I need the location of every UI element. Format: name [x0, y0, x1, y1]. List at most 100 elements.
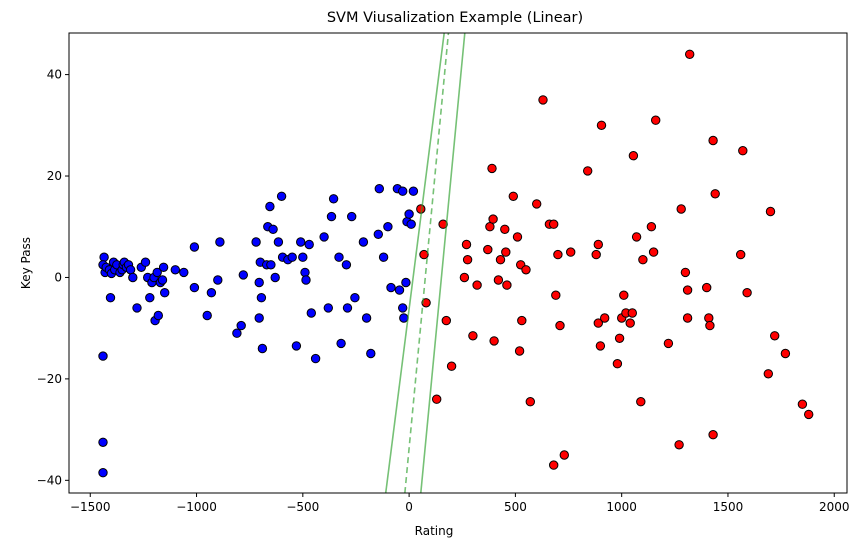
data-point-series-2-25 — [514, 346, 525, 356]
x-tick-label-7: 1500 — [713, 500, 744, 514]
data-point-series-2-68 — [702, 282, 712, 293]
data-point-series-2-80 — [780, 348, 791, 359]
data-point-series-1-47 — [251, 237, 261, 247]
data-point-series-2-57 — [638, 255, 648, 265]
data-point-series-1-60 — [276, 191, 287, 202]
y-tick-label-2: −20 — [37, 372, 62, 386]
data-point-series-2-47 — [612, 359, 623, 369]
data-point-series-2-75 — [738, 146, 748, 156]
data-point-series-1-32 — [105, 293, 116, 303]
data-point-series-1-22 — [145, 293, 155, 303]
data-point-series-2-72 — [708, 430, 718, 440]
data-point-series-1-84 — [366, 348, 376, 359]
data-point-series-2-55 — [631, 232, 642, 242]
data-point-series-2-23 — [508, 191, 518, 202]
data-point-series-1-85 — [373, 229, 383, 240]
data-point-series-2-6 — [441, 315, 451, 326]
data-point-series-1-33 — [98, 351, 108, 361]
data-point-series-1-55 — [265, 201, 275, 212]
data-point-series-1-71 — [310, 353, 321, 364]
data-point-series-2-3 — [421, 298, 431, 308]
data-point-series-1-81 — [350, 293, 360, 303]
data-point-series-2-13 — [483, 244, 493, 255]
data-point-series-1-37 — [179, 267, 189, 278]
data-point-series-2-12 — [472, 280, 482, 290]
data-point-series-1-31 — [160, 288, 170, 298]
data-point-series-1-50 — [256, 293, 267, 303]
data-point-series-2-45 — [596, 120, 607, 131]
data-point-series-2-4 — [432, 394, 442, 404]
data-point-series-1-43 — [215, 237, 225, 247]
data-point-series-1-36 — [170, 265, 181, 275]
data-point-series-1-77 — [336, 338, 346, 349]
x-tick-label-3: −500 — [286, 500, 319, 514]
data-point-series-2-70 — [705, 320, 715, 331]
data-point-series-2-53 — [627, 308, 637, 318]
data-point-series-2-41 — [591, 249, 601, 260]
data-point-series-2-36 — [553, 249, 563, 260]
data-point-series-1-48 — [254, 313, 264, 323]
data-point-series-1-27 — [153, 310, 164, 321]
data-point-series-2-7 — [446, 361, 457, 371]
data-point-series-1-70 — [306, 308, 316, 318]
data-point-series-1-46 — [236, 320, 246, 331]
data-point-series-2-67 — [685, 49, 695, 59]
x-axis-ticks: −1500 −1000 −500 0 500 1000 1500 2000 — [70, 493, 850, 514]
data-point-series-1-64 — [291, 341, 302, 351]
data-point-series-1-82 — [358, 237, 369, 247]
data-point-series-2-40 — [583, 166, 593, 176]
margin-line-1 — [384, 33, 445, 493]
data-point-series-1-76 — [334, 252, 344, 262]
plot-area — [98, 33, 814, 493]
data-point-series-1-18 — [132, 303, 142, 313]
data-point-series-1-56 — [266, 260, 276, 270]
data-point-series-2-18 — [493, 275, 504, 285]
data-point-series-2-74 — [736, 249, 746, 260]
data-point-series-1-91 — [398, 186, 408, 196]
data-point-series-1-88 — [383, 222, 393, 232]
data-point-series-2-66 — [682, 313, 693, 323]
data-point-series-2-71 — [708, 135, 718, 146]
data-point-series-1-63 — [287, 252, 297, 262]
data-point-series-1-93 — [399, 313, 409, 323]
data-point-series-1-83 — [361, 313, 372, 323]
data-point-series-2-73 — [710, 189, 720, 199]
data-point-series-1-78 — [341, 260, 352, 270]
plot-frame — [68, 32, 848, 494]
data-point-series-1-52 — [257, 343, 268, 354]
data-point-series-2-28 — [521, 265, 531, 275]
data-point-series-2-30 — [532, 199, 542, 209]
y-tick-label-1: −40 — [37, 473, 62, 487]
data-point-series-1-38 — [189, 242, 200, 252]
data-point-series-2-16 — [488, 214, 498, 224]
data-point-series-1-58 — [270, 272, 280, 283]
data-point-series-2-11 — [468, 331, 478, 341]
data-point-series-1-44 — [232, 328, 242, 338]
y-tick-label-5: 40 — [47, 68, 62, 82]
data-point-series-2-22 — [502, 280, 512, 290]
data-point-series-1-87 — [378, 252, 389, 262]
data-point-series-2-31 — [538, 95, 548, 105]
data-point-series-1-45 — [238, 270, 249, 280]
data-point-series-2-37 — [555, 320, 565, 331]
y-axis-label: Key Pass — [19, 237, 33, 289]
data-point-series-1-89 — [386, 282, 396, 293]
x-tick-label-2: −1000 — [176, 500, 217, 514]
data-point-series-2-43 — [593, 239, 603, 250]
chart-title: SVM Viusalization Example (Linear) — [327, 10, 583, 26]
data-point-series-2-64 — [680, 267, 691, 278]
data-point-series-2-59 — [648, 247, 659, 257]
data-point-series-1-80 — [347, 211, 357, 222]
data-point-series-2-56 — [636, 397, 646, 407]
data-point-series-2-60 — [651, 115, 661, 125]
data-point-series-2-63 — [676, 204, 686, 214]
data-point-series-2-20 — [500, 224, 510, 235]
y-axis-ticks: −40 −20 0 20 40 — [37, 68, 69, 487]
data-point-series-1-40 — [202, 310, 212, 321]
data-point-series-1-57 — [268, 224, 278, 235]
data-point-series-1-97 — [406, 219, 416, 229]
data-point-series-2-21 — [501, 247, 511, 257]
data-point-series-2-9 — [461, 239, 472, 250]
